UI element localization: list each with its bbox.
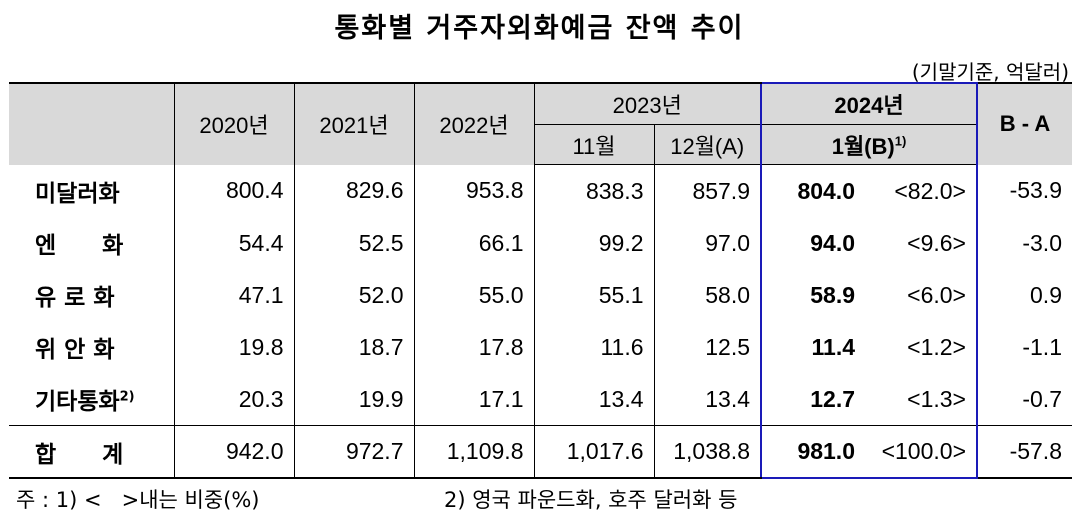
table-row: 유 로 화 47.1 52.0 55.0 55.1 58.0 58.9 <6.0… (9, 269, 1072, 321)
header-diff: B - A (977, 82, 1072, 165)
cell-nov: 55.1 (533, 269, 654, 321)
cell-2021: 19.9 (293, 373, 414, 426)
total-2020: 942.0 (173, 425, 294, 479)
unit-note: (기말기준, 억달러) (911, 60, 1069, 84)
cell-share: <1.3> (865, 373, 978, 426)
total-2021: 972.7 (293, 425, 414, 479)
total-jan: 981.0 (760, 425, 865, 479)
total-nov: 1,017.6 (533, 425, 654, 479)
total-2022: 1,109.8 (413, 425, 534, 479)
cell-2020: 47.1 (173, 269, 294, 321)
header-jan: 1월(B)1) (760, 124, 978, 165)
cell-nov: 99.2 (533, 217, 654, 269)
header-jan-footnote-mark: 1) (894, 133, 907, 149)
cell-dec: 97.0 (653, 217, 761, 269)
table-row: 기타통화2) 20.3 19.9 17.1 13.4 13.4 12.7 <1.… (9, 373, 1072, 426)
row-footnote-mark: 2) (119, 389, 135, 405)
cell-diff: 0.9 (1030, 281, 1062, 308)
cell-2021: 18.7 (293, 321, 414, 373)
cell-jan: 12.7 (760, 373, 865, 426)
cell-2022: 66.1 (413, 217, 534, 269)
footnote-2: 2) 영국 파운드화, 호주 달러화 등 (444, 488, 738, 512)
cell-nov: 13.4 (533, 373, 654, 426)
cell-dec: 58.0 (653, 269, 761, 321)
table-row: 미달러화 800.4 829.6 953.8 838.3 857.9 804.0… (9, 164, 1072, 217)
footnote-1: 주 : 1) < >내는 비중(%) (16, 488, 260, 512)
cell-jan: 804.0 (760, 164, 865, 217)
total-row: 합 계 942.0 972.7 1,109.8 1,017.6 1,038.8 … (9, 425, 1072, 479)
cell-2021: 52.5 (293, 217, 414, 269)
cell-2022: 953.8 (413, 164, 534, 217)
cell-dec: 13.4 (653, 373, 761, 426)
cell-dec: 857.9 (653, 164, 761, 217)
total-diff: -57.8 (977, 425, 1072, 479)
cell-share: <6.0> (865, 269, 978, 321)
header-2021: 2021년 (293, 82, 414, 165)
cell-2021: 829.6 (293, 164, 414, 217)
cell-2020: 20.3 (173, 373, 294, 426)
row-label: 위 안 화 (35, 337, 115, 363)
table-row: 엔 화 54.4 52.5 66.1 99.2 97.0 94.0 <9.6> … (9, 217, 1072, 269)
page-title: 통화별 거주자외화예금 잔액 추이 (334, 13, 745, 44)
row-label: 기타통화2) (35, 389, 135, 415)
cell-2022: 55.0 (413, 269, 534, 321)
cell-jan: 94.0 (760, 217, 865, 269)
row-label: 유 로 화 (35, 285, 115, 311)
cell-share: <1.2> (865, 321, 978, 373)
total-dec: 1,038.8 (653, 425, 761, 479)
header-2023: 2023년 (533, 82, 761, 125)
header-2024: 2024년 (760, 82, 978, 125)
deposit-table: 2020년 2021년 2022년 2023년 2024년 B - A 11월 … (9, 82, 1072, 479)
cell-dec: 12.5 (653, 321, 761, 373)
header-nov: 11월 (533, 124, 654, 165)
cell-2021: 52.0 (293, 269, 414, 321)
header-2020: 2020년 (173, 82, 294, 165)
cell-diff: -53.9 (1009, 177, 1062, 204)
cell-diff: -1.1 (1022, 333, 1062, 360)
total-label: 합 계 (9, 425, 174, 479)
cell-2020: 54.4 (173, 217, 294, 269)
header-blank (9, 82, 174, 165)
cell-nov: 838.3 (533, 164, 654, 217)
cell-2022: 17.1 (413, 373, 534, 426)
cell-jan: 58.9 (760, 269, 865, 321)
footnotes: 주 : 1) < >내는 비중(%) 2) 영국 파운드화, 호주 달러화 등 (16, 484, 1076, 514)
row-label: 미달러화 (35, 180, 120, 207)
cell-2020: 800.4 (173, 164, 294, 217)
header-2022: 2022년 (413, 82, 534, 165)
header-dec: 12월(A) (653, 124, 761, 165)
cell-2020: 19.8 (173, 321, 294, 373)
total-share: <100.0> (865, 425, 978, 479)
cell-share: <82.0> (865, 164, 978, 217)
header-jan-label: 1월(B) (831, 133, 895, 159)
cell-nov: 11.6 (533, 321, 654, 373)
table-row: 위 안 화 19.8 18.7 17.8 11.6 12.5 11.4 <1.2… (9, 321, 1072, 373)
cell-diff: -0.7 (1022, 385, 1062, 412)
cell-diff: -3.0 (1022, 229, 1062, 256)
cell-jan: 11.4 (760, 321, 865, 373)
row-label: 엔 화 (35, 233, 124, 259)
cell-2022: 17.8 (413, 321, 534, 373)
cell-share: <9.6> (865, 217, 978, 269)
